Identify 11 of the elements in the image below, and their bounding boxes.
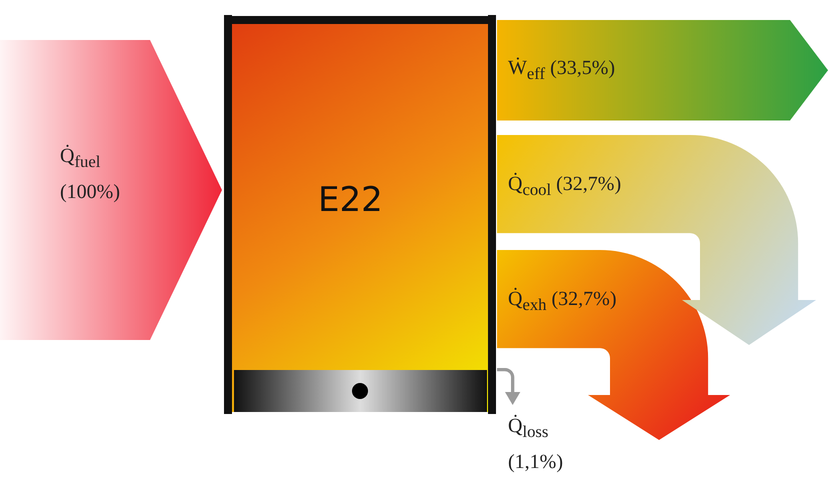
category-label: Q̇$_{exh}$	[508, 288, 547, 314]
category-label: Q̇$_{cool}$	[508, 173, 552, 199]
data-label: (100%)	[60, 180, 120, 203]
category-label: Q̇$_{fuel}$	[60, 145, 100, 171]
data-label: (33,5%)	[550, 57, 616, 79]
data-label: (32,7%)	[556, 173, 622, 195]
text: E22	[318, 180, 383, 220]
category-label: Ẇ$_{eff}$	[508, 57, 546, 83]
category-label: Q̇$_{loss}$	[508, 415, 548, 441]
data-label: (1,1%)	[508, 450, 563, 473]
data-label: (32,7%)	[552, 288, 616, 310]
